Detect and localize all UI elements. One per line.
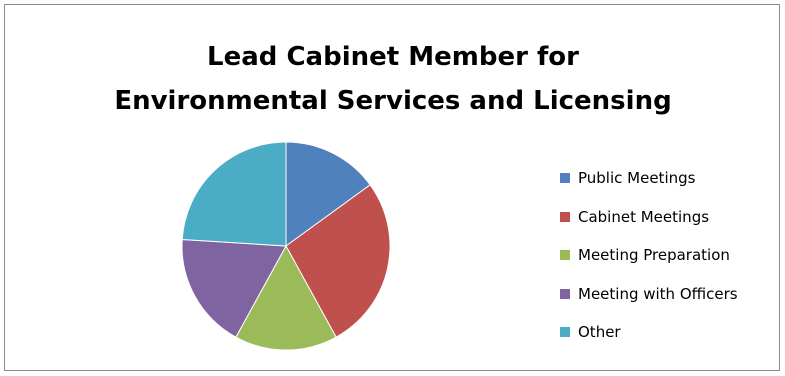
legend-label: Public Meetings (578, 169, 696, 188)
legend-swatch (560, 327, 570, 338)
pie-chart (181, 141, 391, 351)
legend-swatch (560, 288, 570, 299)
pie-slice-other (181, 141, 287, 247)
pie-slice-meeting-preparation (235, 244, 337, 351)
legend-label: Meeting Preparation (578, 246, 730, 265)
chart-title-line-2: Environmental Services and Licensing (114, 86, 672, 116)
chart-title-line-1: Lead Cabinet Member for (207, 42, 579, 72)
legend-label: Other (578, 323, 621, 342)
pie-slice-public-meetings (285, 141, 371, 247)
legend-swatch (560, 250, 570, 261)
legend-swatch (560, 211, 570, 222)
pie-slice-meeting-with-officers (181, 238, 287, 338)
legend-item: Public Meetings (560, 159, 738, 198)
legend-item: Other (560, 313, 738, 352)
legend-label: Meeting with Officers (578, 284, 738, 303)
legend-item: Cabinet Meetings (560, 198, 738, 237)
legend-item: Meeting with Officers (560, 275, 738, 314)
chart-area: Lead Cabinet Member for Environmental Se… (4, 4, 780, 371)
chart-legend: Public Meetings Cabinet Meetings Meeting P… (560, 159, 738, 352)
legend-label: Cabinet Meetings (578, 207, 710, 226)
legend-swatch (560, 173, 570, 184)
pie-slice-cabinet-meetings (285, 184, 391, 338)
legend-item: Meeting Preparation (560, 236, 738, 275)
chart-title: Lead Cabinet Member for Environmental Se… (5, 35, 781, 123)
